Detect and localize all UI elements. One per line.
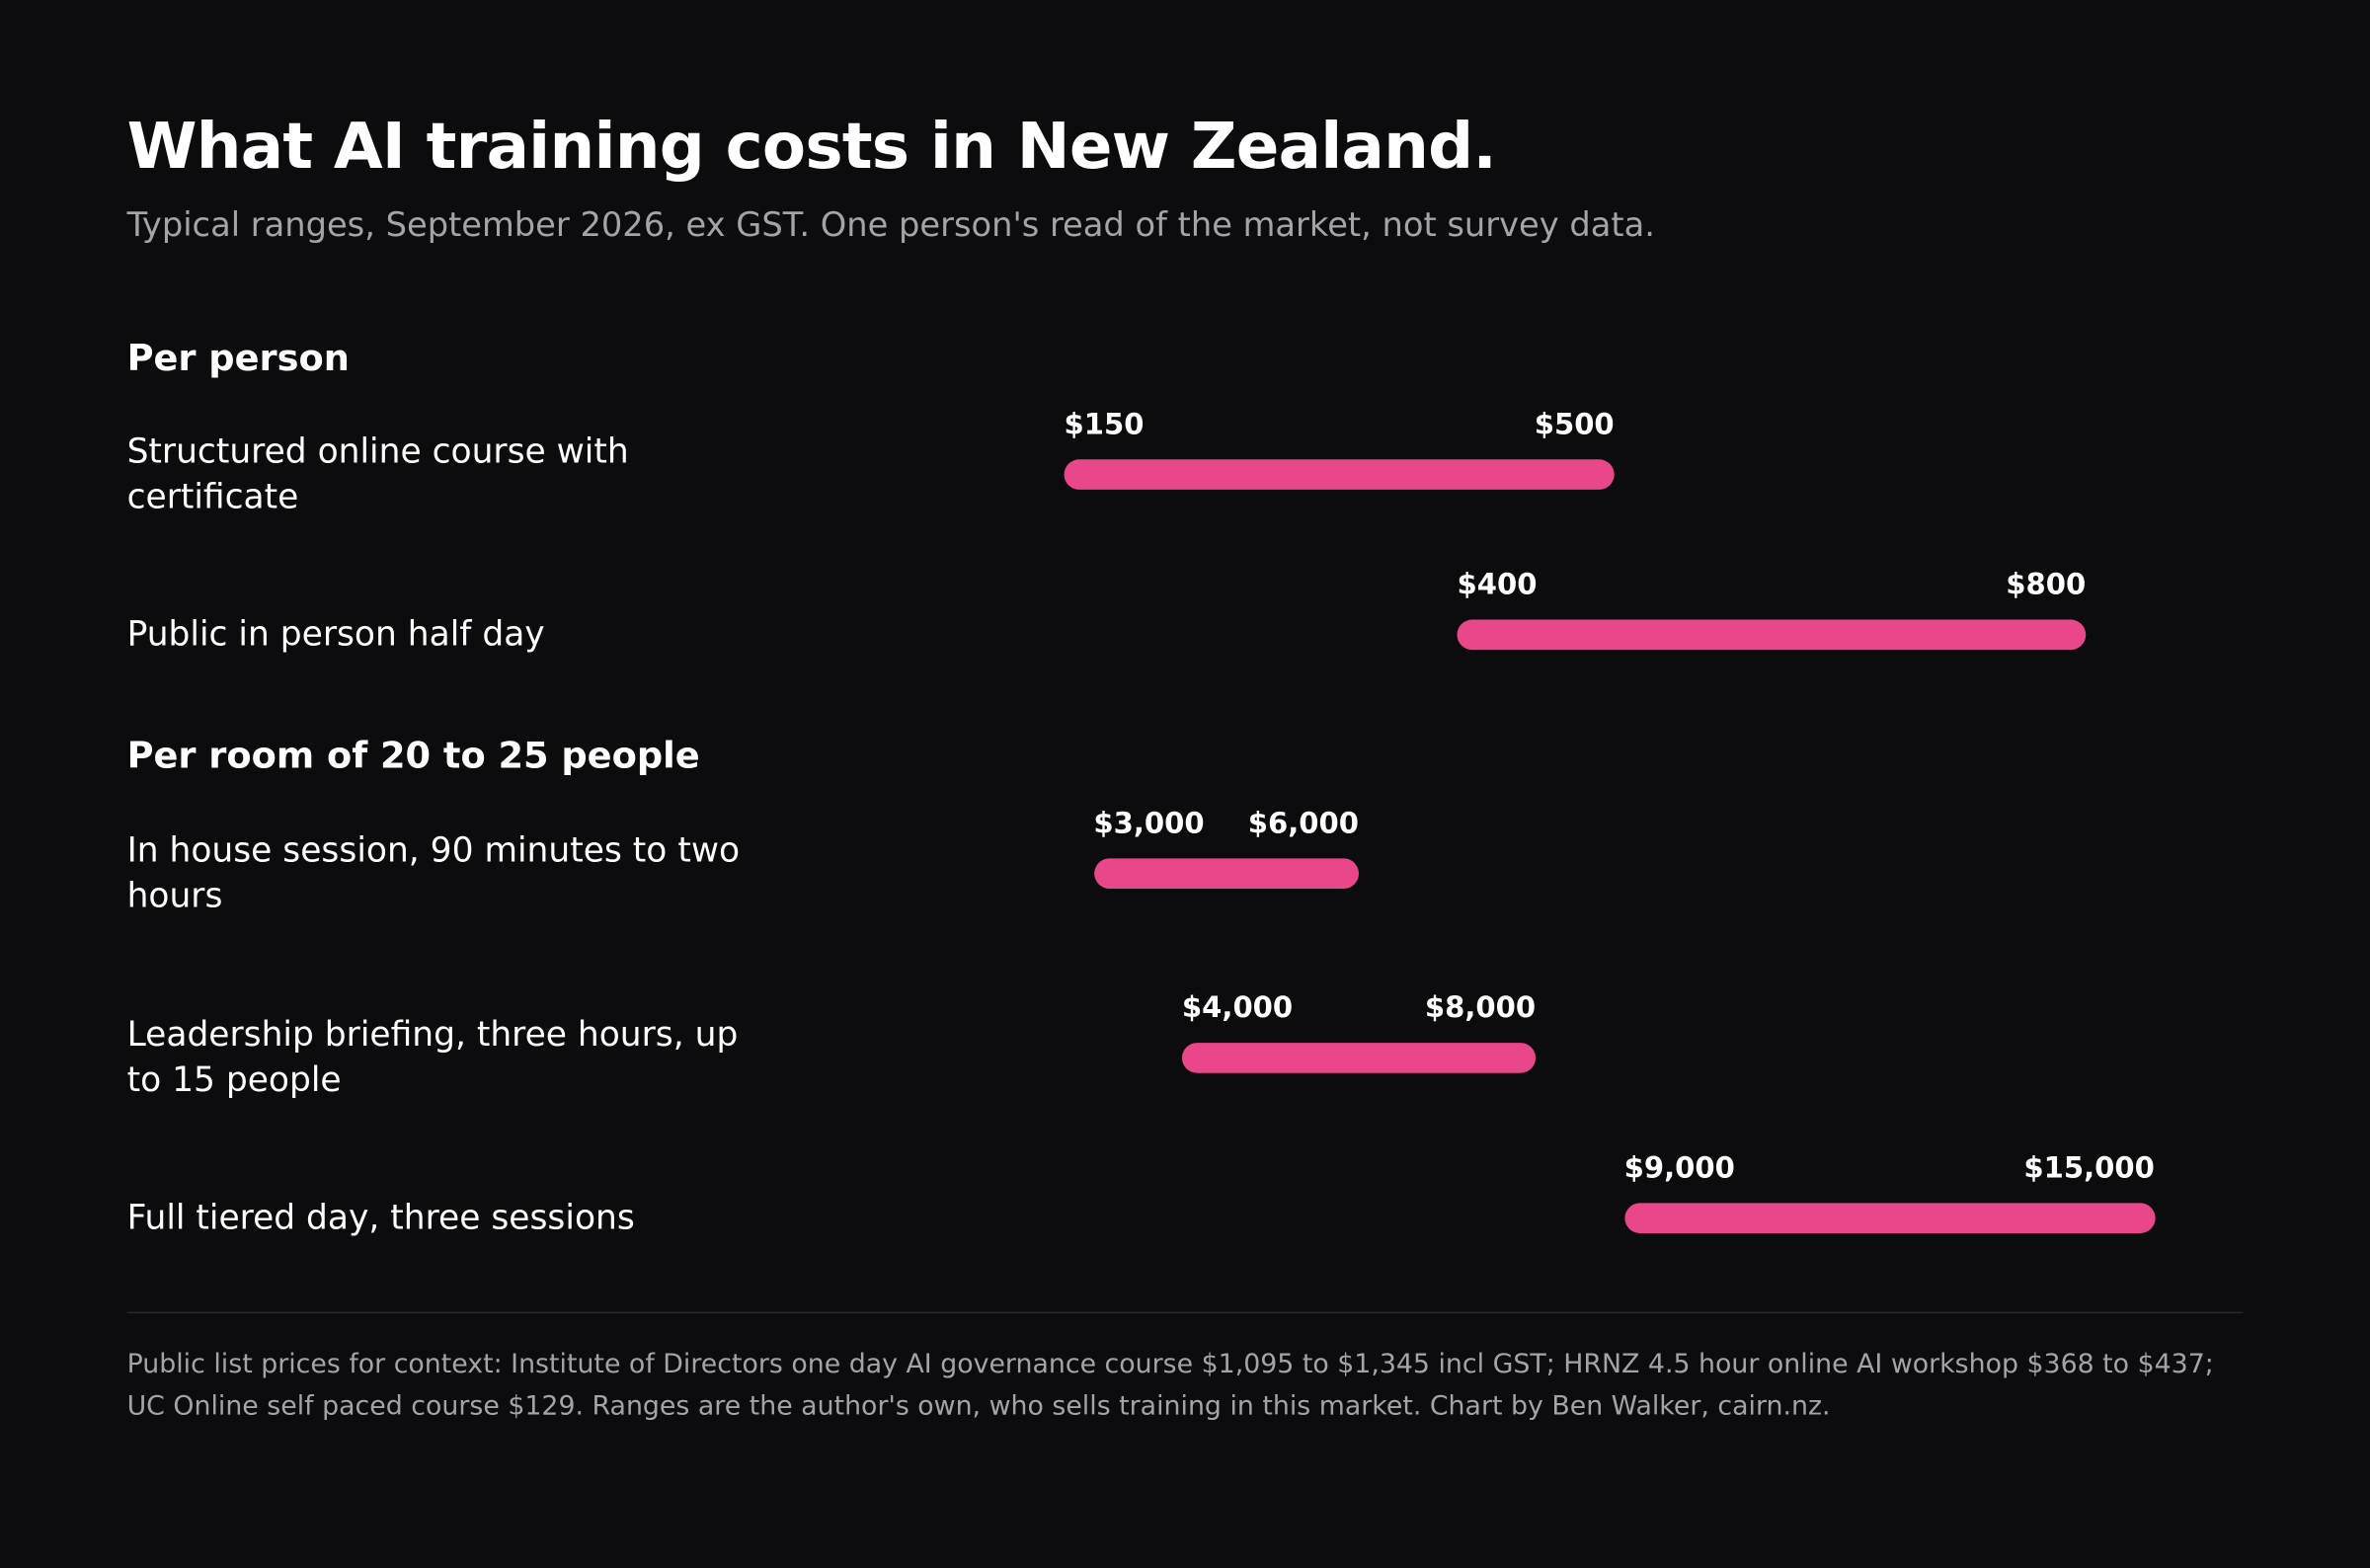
range-bar — [1181, 1043, 1537, 1073]
value-label: $800 — [2006, 568, 2087, 602]
category-label: Public in person half day — [126, 614, 545, 655]
value-label: $4,000 — [1181, 991, 1294, 1025]
chart-title: What AI training costs in New Zealand. — [126, 109, 1497, 184]
value-label: $3,000 — [1093, 807, 1205, 841]
range-bar — [1064, 459, 1615, 490]
footnote: Public list prices for context: Institut… — [126, 1349, 2214, 1423]
category-label: Full tiered day, three sessions — [126, 1198, 635, 1238]
value-label: $8,000 — [1424, 991, 1537, 1025]
group-heading: Per person — [126, 337, 350, 380]
separator — [126, 1311, 2244, 1314]
value-label: $15,000 — [2023, 1151, 2155, 1185]
range-bar — [1457, 619, 2087, 651]
value-label: $9,000 — [1623, 1151, 1735, 1185]
category-label: Structured online course with certificat… — [126, 431, 629, 517]
value-label: $400 — [1457, 568, 1538, 602]
range-bar — [1093, 858, 1360, 889]
value-label: $150 — [1064, 408, 1145, 441]
category-label: In house session, 90 minutes to two hour… — [126, 830, 741, 916]
category-label: Leadership briefing, three hours, up to … — [126, 1015, 739, 1101]
value-label: $6,000 — [1247, 807, 1360, 841]
group-heading: Per room of 20 to 25 people — [126, 734, 700, 777]
range-bar — [1623, 1203, 2155, 1233]
chart-subtitle: Typical ranges, September 2026, ex GST. … — [126, 206, 1655, 245]
value-label: $500 — [1534, 408, 1615, 441]
